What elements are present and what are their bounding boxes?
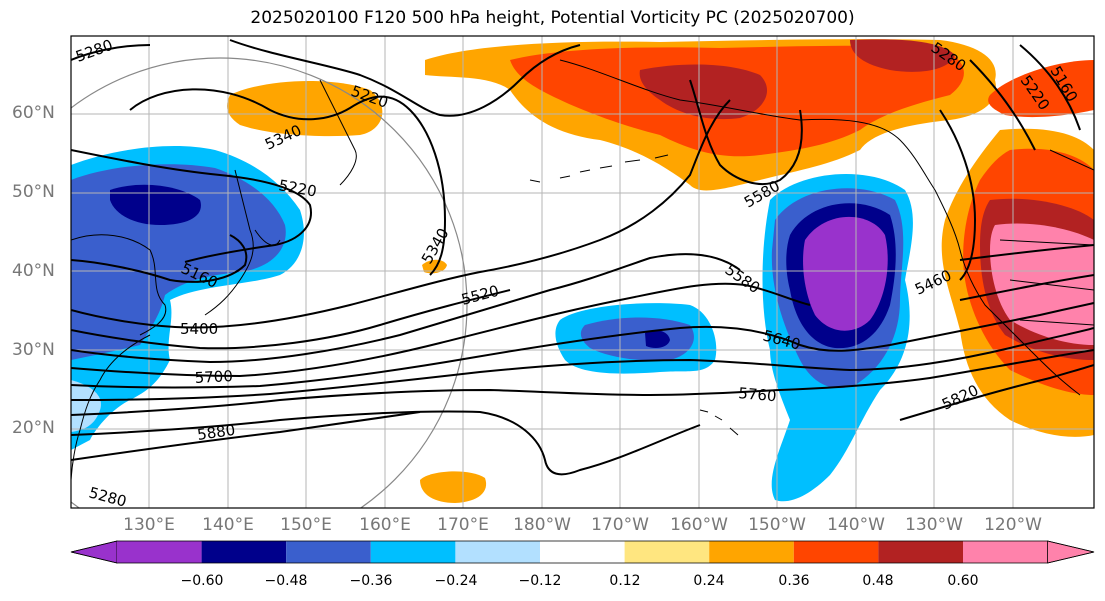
lat-label-30n: 30°N	[12, 340, 55, 360]
height-contours	[71, 39, 1094, 476]
colorbar-segment	[540, 541, 625, 563]
contour-5580	[71, 282, 811, 378]
colorbar	[70, 540, 1095, 564]
colorbar-segment	[624, 541, 710, 563]
map-frame	[70, 35, 1095, 509]
contour-label: 5400	[180, 320, 218, 338]
map-title: 2025020100 F120 500 hPa height, Potentia…	[250, 8, 855, 28]
lon-label-180w: 180°W	[513, 515, 571, 535]
contour-east-2	[969, 59, 1036, 151]
colorbar-segment	[878, 541, 963, 563]
pv-purple-core-trough	[803, 216, 888, 331]
pv-darkred-region-north	[639, 64, 768, 120]
lon-label-160w: 160°W	[670, 515, 728, 535]
colorbar-segment	[793, 541, 879, 563]
graticule	[71, 36, 1094, 508]
contour-5880	[71, 411, 421, 461]
contour-5520	[71, 253, 741, 364]
colorbar-extend-left	[70, 540, 118, 564]
colorbar-tick-label: −0.24	[434, 573, 478, 589]
coast-kamchatka	[319, 79, 357, 186]
lon-label-130w: 130°W	[905, 515, 963, 535]
coast-aleutians	[529, 154, 669, 183]
colorbar-segment	[370, 541, 456, 563]
colorbar-segment	[286, 541, 371, 563]
contour-5760	[71, 349, 1094, 416]
contour-label: 5700	[194, 367, 233, 387]
contour-east-4	[959, 244, 1094, 261]
contour-5220	[71, 149, 312, 263]
pv-dark-blue-region-central	[645, 330, 670, 348]
colorbar-segment	[201, 541, 287, 563]
colorbar-tick-label: 0.48	[862, 573, 894, 589]
lon-label-140w: 140°W	[827, 515, 885, 535]
lat-label-60n: 60°N	[12, 103, 55, 123]
contour-east-1	[939, 109, 977, 281]
contour-5580b	[689, 79, 803, 185]
colorbar-segment	[117, 541, 202, 563]
contour-label: 5880	[196, 421, 236, 444]
colorbar-segment	[709, 541, 794, 563]
colorbar-tick-label: −0.60	[180, 573, 224, 589]
colorbar-tick-label: 0.60	[947, 573, 979, 589]
lat-label-50n: 50°N	[12, 182, 55, 202]
coastlines	[71, 59, 1094, 481]
pv-orange-patch-south	[420, 471, 487, 503]
colorbar-tick-label: −0.36	[349, 573, 393, 589]
colorbar-tick-label: −0.12	[518, 573, 562, 589]
pv-light-blue-edge-west	[71, 380, 101, 432]
contour-east-3	[1019, 44, 1081, 131]
contour-label: 5760	[738, 384, 778, 405]
projection-circle	[71, 57, 468, 508]
colorbar-tick-label: −0.48	[264, 573, 308, 589]
contour-east-5	[959, 274, 1094, 301]
colorbar-segment	[963, 541, 1048, 563]
lon-label-120w: 120°W	[984, 515, 1042, 535]
pv-dark-blue-region-west	[110, 184, 201, 225]
lon-label-170e: 170°E	[437, 515, 489, 535]
lon-label-170w: 170°W	[591, 515, 649, 535]
pv-orange-patch-nw	[227, 80, 383, 137]
coast-alaska	[559, 59, 936, 191]
lon-label-150e: 150°E	[280, 515, 332, 535]
colorbar-segment	[455, 541, 540, 563]
pv-orange-patch-small	[422, 259, 447, 274]
contour-5400	[71, 99, 731, 329]
colorbar-tick-label: 0.24	[693, 573, 725, 589]
coast-hawaii	[699, 409, 739, 436]
coast-na-borders	[999, 149, 1094, 326]
contour-5640	[71, 302, 1094, 389]
coast-na-west	[934, 189, 1081, 396]
contour-5460	[71, 289, 511, 350]
coast-japan	[204, 169, 281, 316]
contour-5280	[71, 39, 581, 117]
lon-label-140e: 140°E	[202, 515, 254, 535]
contour-5700	[71, 327, 1094, 401]
colorbar-outline	[70, 540, 1095, 564]
colorbar-extend-right	[1047, 540, 1095, 564]
contour-5820	[71, 364, 1094, 476]
contour-5340	[129, 88, 447, 276]
lon-label-160e: 160°E	[359, 515, 411, 535]
lon-label-130e: 130°E	[123, 515, 175, 535]
lon-label-150w: 150°W	[748, 515, 806, 535]
lat-label-20n: 20°N	[12, 418, 55, 438]
lat-label-40n: 40°N	[12, 261, 55, 281]
colorbar-tick-label: 0.12	[609, 573, 641, 589]
colorbar-tick-label: 0.36	[778, 573, 810, 589]
pv-darkred-region-ne	[850, 39, 955, 72]
